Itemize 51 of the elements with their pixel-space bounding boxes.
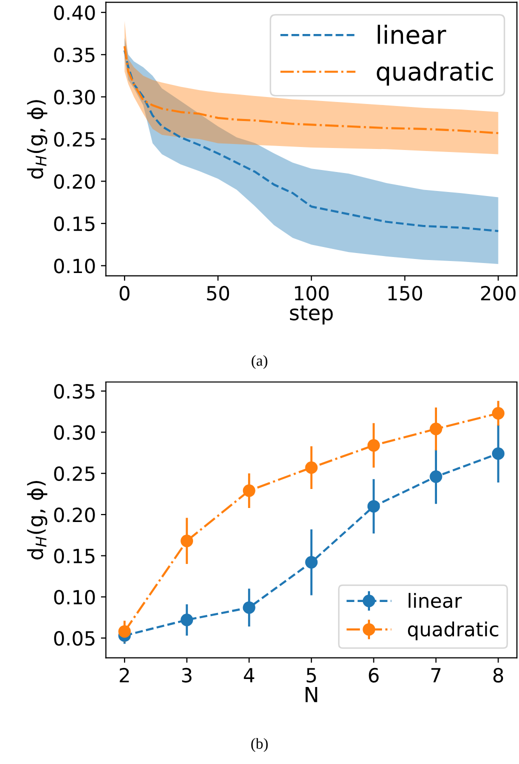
y-tick-label: 0.20	[54, 508, 95, 522]
line-series	[124, 45, 500, 134]
point	[430, 422, 442, 436]
y-tick-label: 0.25	[54, 466, 94, 482]
x-tick-label: 3	[182, 668, 192, 683]
point	[118, 625, 131, 638]
point	[367, 439, 380, 452]
point	[305, 556, 318, 569]
point	[242, 601, 256, 614]
y-tick-label: 0.15	[54, 548, 94, 564]
point	[180, 534, 194, 548]
y-tick-label: 0.30	[54, 90, 95, 105]
legend-label: quadratic	[376, 61, 493, 86]
y-tick-label: 0.10	[54, 590, 95, 605]
point	[492, 407, 504, 420]
x-tick-label: 50	[207, 286, 230, 301]
x-tick-label: 8	[493, 668, 504, 683]
y-tick-label: 0.25	[54, 132, 94, 147]
y-axis-title: d$_{H}$(g, ϕ)	[27, 480, 48, 560]
x-tick-label: 5	[306, 668, 316, 683]
y-tick-label: 0.15	[54, 216, 94, 232]
y-tick-label: 0.35	[54, 384, 94, 399]
x-axis-title: N	[306, 686, 318, 702]
legend-label: quadratic	[408, 621, 498, 640]
x-axis-title: step	[290, 306, 333, 325]
point	[242, 484, 256, 497]
y-tick-label: 0.40	[54, 5, 95, 20]
y-axis-title: d$_{H}$(g, ϕ)	[27, 100, 48, 179]
point	[492, 447, 504, 460]
x-tick-label: 6	[368, 668, 379, 683]
point	[367, 500, 380, 513]
point	[305, 461, 318, 474]
y-tick-label: 0.05	[54, 631, 94, 646]
legend-label: linear	[408, 592, 462, 608]
x-tick-label: 7	[431, 668, 440, 682]
y-tick-label: 0.30	[54, 425, 95, 440]
y-tick-label: 0.35	[54, 48, 94, 62]
legend-label: linear	[378, 24, 446, 44]
x-tick-label: 200	[481, 286, 516, 301]
x-tick-label: 4	[244, 668, 254, 682]
x-tick-label: 150	[388, 286, 422, 301]
y-tick-label: 0.20	[54, 174, 95, 189]
x-tick-label: 0	[120, 286, 130, 301]
x-tick-label: 2	[120, 668, 129, 682]
line-series	[124, 49, 500, 232]
point	[430, 470, 442, 483]
y-tick-label: 0.10	[54, 258, 95, 274]
point	[180, 614, 194, 626]
x-tick-label: 100	[294, 286, 329, 301]
text: (a)	[252, 355, 268, 369]
text: (b)	[251, 738, 268, 752]
